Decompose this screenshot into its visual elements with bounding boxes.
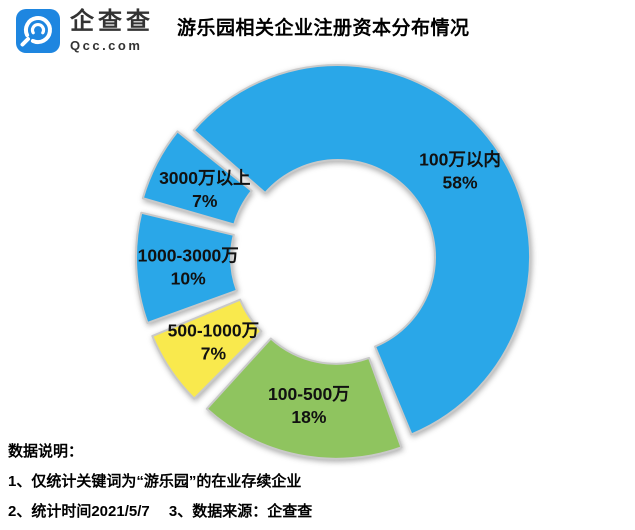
- donut-chart-svg: 100万以内 58% 100-500万 18%500-1000万 7% 1000-3000…: [135, 64, 531, 460]
- footnotes: 数据说明： 1、仅统计关键词为“游乐园”的在业存续企业 2、统计时间2021/5…: [8, 440, 312, 530]
- magnifier-icon: [20, 16, 52, 47]
- donut-chart: 100万以内 58% 100-500万 18% 500-1000万 7% 1000-3000…: [110, 47, 570, 477]
- donut-slice-1: [205, 337, 403, 460]
- donut-slice-2: [151, 298, 263, 400]
- donut-slice-3: [135, 211, 238, 324]
- qcc-logo: 企查查 Qcc.com: [15, 8, 154, 54]
- brand-domain: Qcc.com: [70, 38, 143, 53]
- footnote-heading: 数据说明：: [8, 443, 84, 460]
- footnote-line-1: 1、仅统计关键词为“游乐园”的在业存续企业: [8, 473, 302, 490]
- slice-label-4: 3000万以上 7%: [159, 168, 250, 211]
- donut-slice-0: [192, 64, 531, 436]
- slice-label-0: 100万以内 58%: [419, 150, 501, 193]
- qcc-logo-icon: [16, 9, 60, 53]
- slice-label-2: 500-1000万 7%: [168, 320, 259, 363]
- logo-text: 企查查 Qcc.com: [70, 8, 154, 54]
- brand-name: 企查查: [70, 8, 154, 35]
- page-title: 游乐园相关企业注册资本分布情况: [177, 18, 470, 39]
- donut-slice-4: [141, 130, 253, 226]
- slice-label-3: 1000-3000万 10%: [138, 245, 239, 288]
- footnote-line-2: 2、统计时间2021/5/7 3、数据来源：企查查: [8, 503, 313, 520]
- slice-label-1: 100-500万 18%: [268, 384, 350, 427]
